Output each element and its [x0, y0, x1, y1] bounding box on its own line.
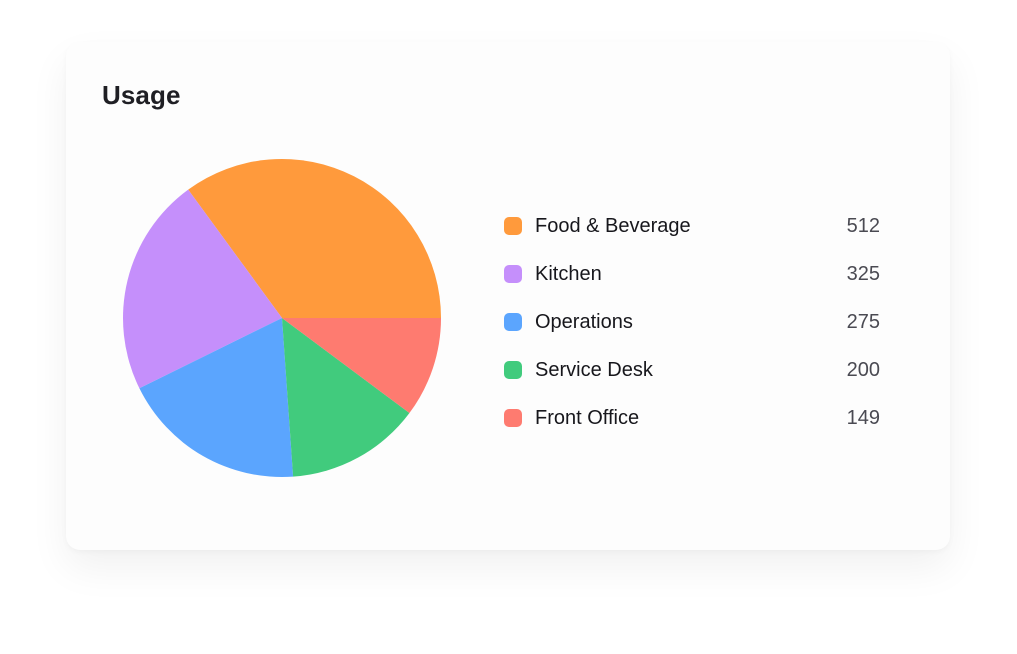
legend-value: 275 — [846, 310, 880, 333]
pie-slice — [282, 318, 441, 414]
usage-card: Usage Food & Beverage 512 Kitchen 325 Op… — [66, 42, 950, 550]
legend-label: Operations — [535, 310, 633, 333]
pie-slice — [123, 189, 282, 389]
legend-swatch — [504, 265, 522, 283]
pie-slice — [139, 318, 294, 477]
usage-pie-chart — [123, 158, 441, 477]
card-title: Usage — [102, 80, 181, 110]
chart-legend: Food & Beverage 512 Kitchen 325 Operatio… — [504, 202, 880, 442]
legend-item: Operations 275 — [504, 298, 880, 346]
pie-slice — [282, 318, 410, 477]
legend-value: 149 — [846, 406, 880, 429]
pie-slice — [188, 158, 441, 318]
legend-value: 512 — [846, 214, 880, 237]
legend-label: Service Desk — [535, 358, 653, 381]
legend-swatch — [504, 409, 522, 427]
legend-item: Kitchen 325 — [504, 250, 880, 298]
legend-value: 200 — [846, 358, 880, 381]
legend-label: Kitchen — [535, 262, 602, 285]
legend-item: Food & Beverage 512 — [504, 202, 880, 250]
legend-swatch — [504, 217, 522, 235]
legend-swatch — [504, 361, 522, 379]
legend-label: Food & Beverage — [535, 214, 691, 237]
legend-item: Front Office 149 — [504, 394, 880, 442]
pie-slices — [123, 158, 441, 477]
legend-value: 325 — [846, 262, 880, 285]
legend-item: Service Desk 200 — [504, 346, 880, 394]
legend-swatch — [504, 313, 522, 331]
legend-label: Front Office — [535, 406, 640, 429]
